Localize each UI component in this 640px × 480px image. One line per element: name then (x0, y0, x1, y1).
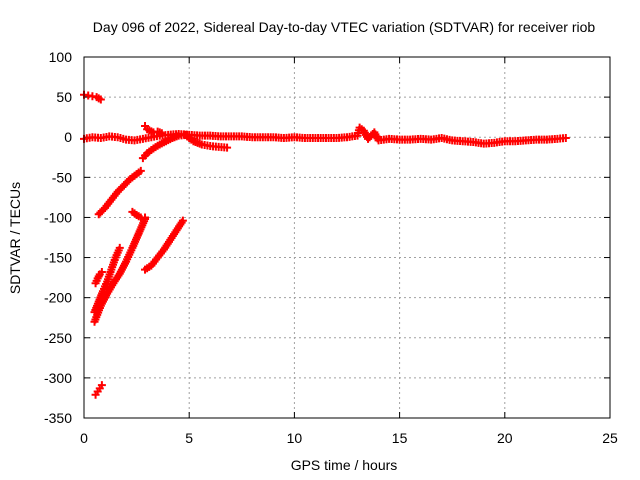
data-point (178, 216, 187, 225)
y-tick-label: 50 (56, 89, 72, 105)
y-tick-label: -150 (44, 250, 72, 266)
x-axis-label: GPS time / hours (291, 457, 398, 473)
y-tick-label: 100 (49, 49, 73, 65)
data-point (97, 381, 106, 390)
series-arc-rise-5 (141, 216, 187, 274)
x-tick-label: 15 (392, 430, 408, 446)
chart-title: Day 096 of 2022, Sidereal Day-to-day VTE… (93, 19, 596, 35)
y-tick-label: -100 (44, 209, 72, 225)
series-arc-rise-1 (138, 130, 192, 163)
x-tick-label: 20 (497, 430, 513, 446)
data-point (561, 134, 570, 143)
series-arc-short-2 (91, 267, 106, 288)
data-point (183, 130, 192, 139)
x-tick-label: 5 (185, 430, 193, 446)
data-point (223, 143, 232, 152)
y-tick-label: -300 (44, 370, 72, 386)
y-tick-label: -350 (44, 410, 72, 426)
series-arc-rise-4 (90, 243, 124, 317)
series-arc-rise-2 (94, 166, 145, 219)
grid (84, 57, 610, 418)
y-axis-label: SDTVAR / TECUs (7, 182, 23, 294)
x-tick-label: 10 (287, 430, 303, 446)
data-point (136, 166, 145, 175)
data-point (115, 243, 124, 252)
x-tick-label: 25 (602, 430, 618, 446)
data-points (80, 90, 570, 399)
plot-frame (83, 56, 611, 419)
y-tick-label: -50 (52, 169, 72, 185)
axis-ticks: 100 50 0 -50 -100 -150 -200 -250 -300 -350 0 5 10 15 2… (44, 49, 618, 446)
series-arc-short-3 (128, 207, 150, 222)
data-point (157, 129, 166, 138)
y-tick-label: 0 (64, 129, 72, 145)
data-point (97, 267, 106, 276)
y-tick-label: -250 (44, 330, 72, 346)
data-point (141, 213, 150, 222)
series-arc-short-1 (141, 121, 166, 138)
y-tick-label: -200 (44, 290, 72, 306)
x-tick-label: 0 (80, 430, 88, 446)
data-point (96, 95, 105, 104)
series-arc-bottom (91, 381, 106, 399)
